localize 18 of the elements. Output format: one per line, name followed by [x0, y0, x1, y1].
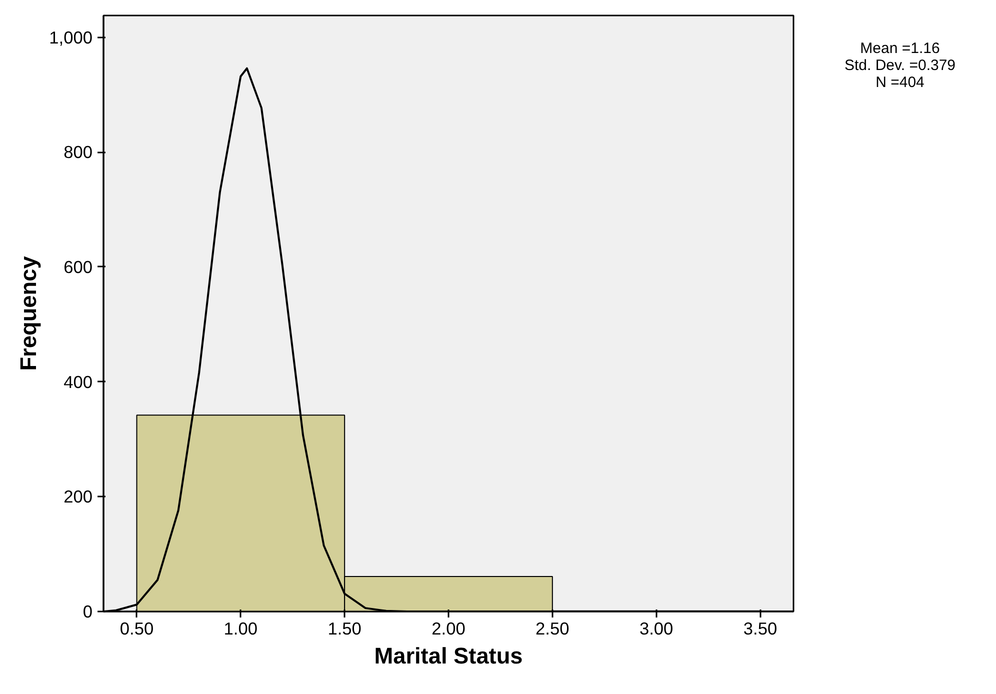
y-tick-label: 800	[64, 142, 93, 162]
x-tick-label: 2.50	[536, 618, 570, 638]
y-tick-label: 0	[82, 602, 93, 622]
y-tick-label: 1,000	[49, 27, 93, 48]
x-tick-label: 1.00	[224, 618, 258, 638]
text: Mean =1.16	[860, 40, 940, 57]
y-tick-label: 200	[64, 486, 93, 507]
y-axis-title: Frequency	[15, 256, 42, 371]
x-tick-label: 3.50	[743, 618, 778, 638]
y-tick-label: 400	[64, 372, 93, 392]
y-tick-label: 600	[64, 256, 93, 277]
x-tick-label: 2.00	[432, 618, 466, 638]
x-tick-label: 1.50	[328, 618, 362, 638]
x-tick-label: 3.00	[639, 618, 674, 638]
text: N =404	[876, 74, 924, 91]
text: Std. Dev. =0.379	[844, 57, 956, 74]
x-axis-title: Marital Status	[374, 642, 523, 668]
x-tick-label: 0.50	[120, 618, 154, 638]
